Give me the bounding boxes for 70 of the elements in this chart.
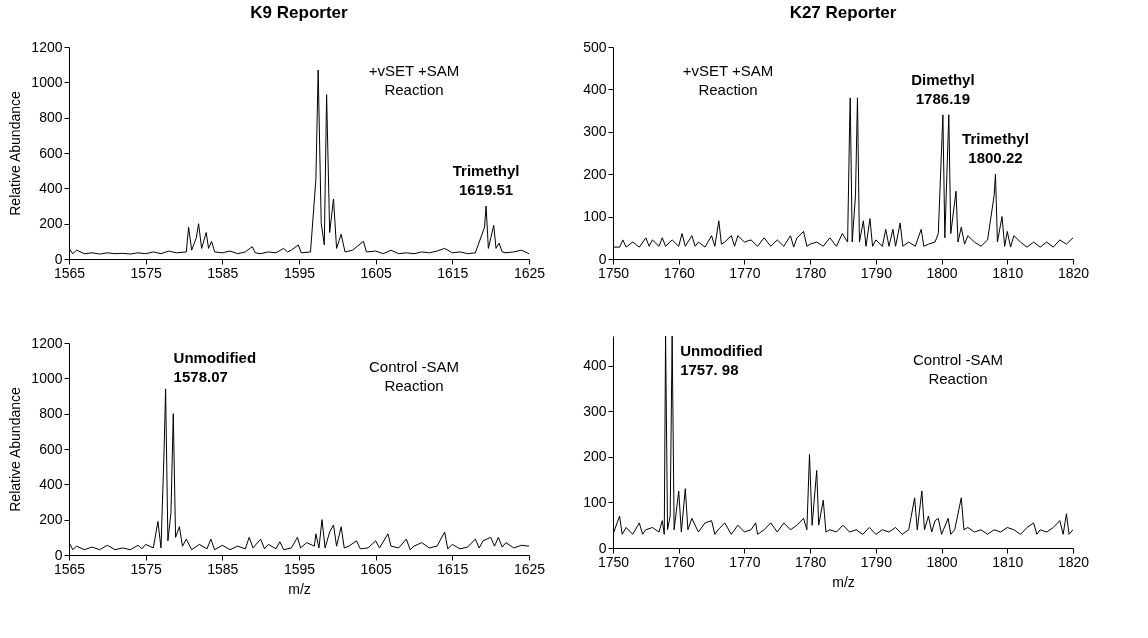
x-tick-label: 1790 xyxy=(860,264,893,281)
annotation: Control -SAM Reaction xyxy=(912,350,1004,387)
y-tick-label: 300 xyxy=(583,123,607,140)
x-tick-label: 1750 xyxy=(597,553,630,570)
x-tick-label: 1760 xyxy=(663,264,695,281)
x-tick-label: 1770 xyxy=(729,264,761,281)
x-tick-label: 1565 xyxy=(53,264,86,281)
y-tick-label: 400 xyxy=(39,179,63,196)
y-tick-label: 600 xyxy=(39,144,63,161)
x-tick-label: 1585 xyxy=(207,560,239,577)
x-tick-label: 1575 xyxy=(130,560,162,577)
x-tick-label: 1595 xyxy=(283,560,316,577)
x-tick-label: 1770 xyxy=(729,553,761,570)
x-axis-title: m/z xyxy=(832,573,855,590)
x-tick-label: 1820 xyxy=(1057,264,1090,281)
y-tick-label: 0 xyxy=(598,250,607,267)
x-tick-label: 1615 xyxy=(437,264,469,281)
annotation: +vSET +SAM Reaction xyxy=(682,61,774,98)
x-tick-label: 1790 xyxy=(860,553,893,570)
y-tick-label: 400 xyxy=(583,80,607,97)
x-tick-label: 1750 xyxy=(597,264,630,281)
x-tick-label: 1565 xyxy=(53,560,86,577)
annotation: Trimethyl 1619.51 xyxy=(452,162,520,198)
y-tick-label: 0 xyxy=(54,250,63,267)
annotation: Trimethyl 1800.22 xyxy=(962,130,1029,167)
y-tick-label: 800 xyxy=(39,405,63,422)
y-tick-label: 1200 xyxy=(31,38,63,55)
x-tick-label: 1780 xyxy=(795,264,827,281)
y-tick-label: 400 xyxy=(583,357,607,374)
x-tick-label: 1625 xyxy=(513,264,546,281)
x-tick-label: 1800 xyxy=(926,264,958,281)
y-tick-label: 200 xyxy=(39,215,63,232)
annotation: Dimethyl 1786.19 xyxy=(911,70,975,107)
x-tick-label: 1810 xyxy=(992,264,1024,281)
chart-title: K27 Reporter xyxy=(789,3,897,22)
x-tick-label: 1595 xyxy=(283,264,316,281)
y-tick-label: 100 xyxy=(583,208,607,225)
annotation: Control -SAM Reaction xyxy=(368,357,460,394)
y-tick-label: 100 xyxy=(583,493,607,510)
y-tick-label: 200 xyxy=(583,165,607,182)
y-tick-label: 800 xyxy=(39,109,63,126)
y-tick-label: 300 xyxy=(583,402,607,419)
y-tick-label: 1200 xyxy=(31,334,63,351)
y-axis-title: Relative Abundance xyxy=(7,91,24,216)
x-tick-label: 1605 xyxy=(360,264,392,281)
x-tick-label: 1780 xyxy=(795,553,827,570)
y-tick-label: 1000 xyxy=(31,369,63,386)
y-tick-label: 200 xyxy=(583,448,607,465)
x-tick-label: 1800 xyxy=(926,553,958,570)
y-tick-label: 0 xyxy=(598,539,607,556)
x-tick-label: 1625 xyxy=(513,560,546,577)
x-tick-label: 1615 xyxy=(437,560,469,577)
x-tick-label: 1820 xyxy=(1057,553,1090,570)
x-tick-label: 1585 xyxy=(207,264,239,281)
y-tick-label: 500 xyxy=(583,38,607,55)
y-tick-label: 200 xyxy=(39,511,63,528)
x-tick-label: 1575 xyxy=(130,264,162,281)
y-tick-label: 1000 xyxy=(31,73,63,90)
x-axis-title: m/z xyxy=(288,580,311,597)
x-tick-label: 1605 xyxy=(360,560,392,577)
x-tick-label: 1760 xyxy=(663,553,695,570)
annotation: Unmodified 1578.07 xyxy=(173,349,257,385)
y-tick-label: 400 xyxy=(39,475,63,492)
y-tick-label: 0 xyxy=(54,546,63,563)
y-axis-title: Relative Abundance xyxy=(7,387,24,512)
annotation: +vSET +SAM Reaction xyxy=(368,61,460,98)
annotation: Unmodified 1757. 98 xyxy=(680,342,763,378)
x-tick-label: 1810 xyxy=(992,553,1024,570)
y-tick-label: 600 xyxy=(39,440,63,457)
chart-title: K9 Reporter xyxy=(250,3,349,22)
